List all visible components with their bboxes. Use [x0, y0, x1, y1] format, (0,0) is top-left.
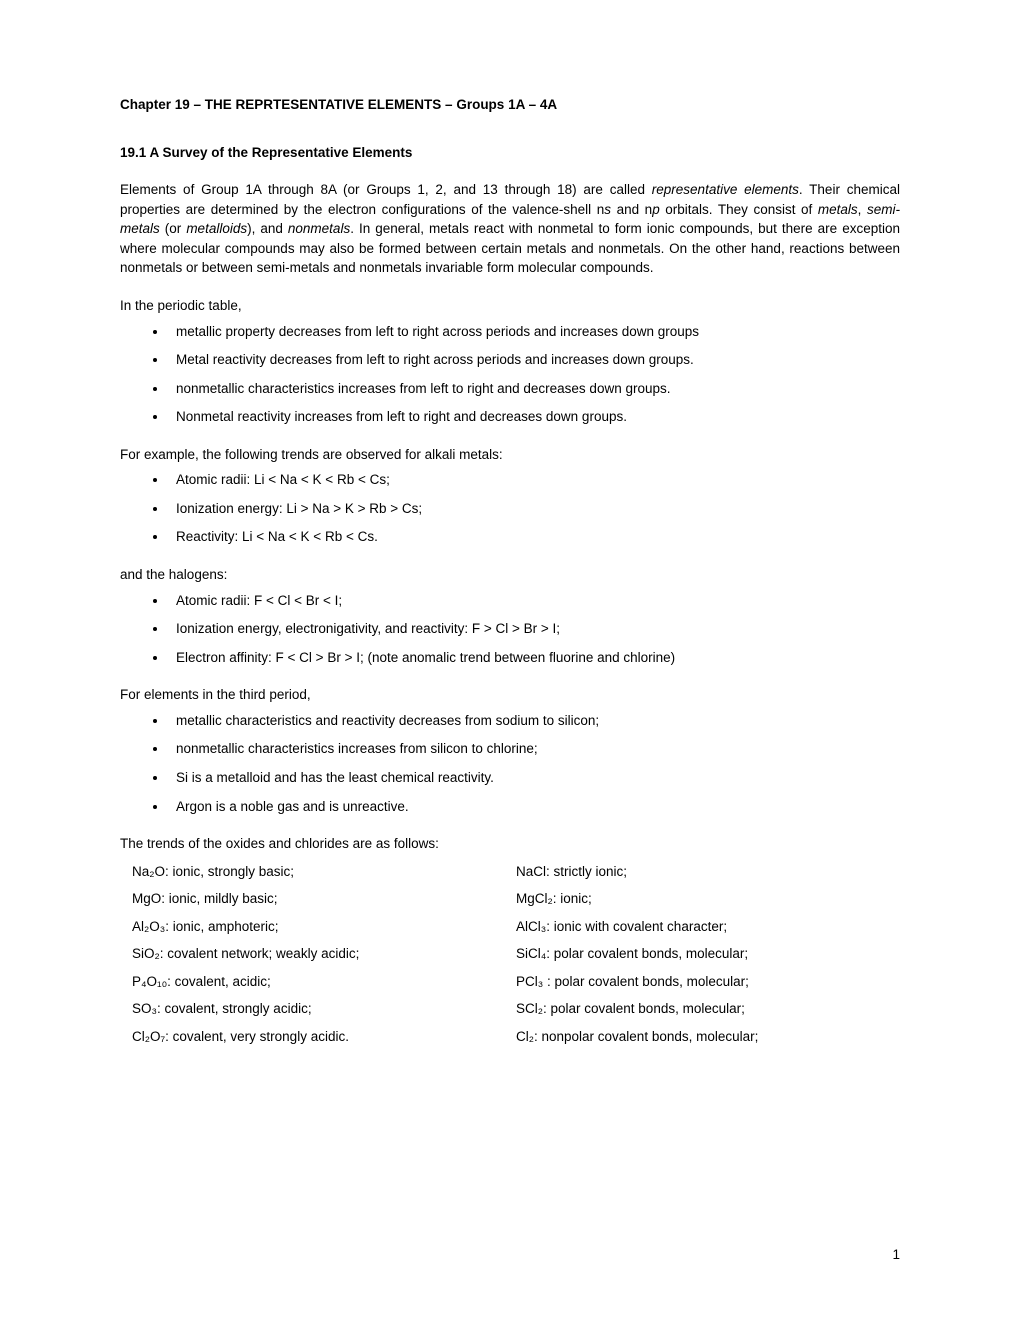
paragraph: The trends of the oxides and chlorides a…: [120, 834, 900, 854]
chloride-cell: SiCl₄: polar covalent bonds, molecular;: [516, 944, 900, 964]
list-item: Ionization energy, electronigativity, an…: [168, 619, 900, 639]
paragraph: For example, the following trends are ob…: [120, 445, 900, 465]
intro-paragraph: Elements of Group 1A through 8A (or Grou…: [120, 180, 900, 278]
text: (or: [160, 221, 187, 236]
list-item: Metal reactivity decreases from left to …: [168, 350, 900, 370]
list-item: metallic property decreases from left to…: [168, 322, 900, 342]
list-item: Reactivity: Li < Na < K < Rb < Cs.: [168, 527, 900, 547]
oxide-cell: Na₂O: ionic, strongly basic;: [120, 862, 516, 882]
table-row: P₄O₁₀: covalent, acidic; PCl₃ : polar co…: [120, 972, 900, 992]
term: p: [652, 202, 660, 217]
oxide-cell: Cl₂O₇: covalent, very strongly acidic.: [120, 1027, 516, 1047]
list-item: Atomic radii: F < Cl < Br < I;: [168, 591, 900, 611]
table-row: Al₂O₃: ionic, amphoteric; AlCl₃: ionic w…: [120, 917, 900, 937]
table-row: SiO₂: covalent network; weakly acidic; S…: [120, 944, 900, 964]
paragraph: For elements in the third period,: [120, 685, 900, 705]
oxide-cell: Al₂O₃: ionic, amphoteric;: [120, 917, 516, 937]
bullet-list: Atomic radii: F < Cl < Br < I; Ionizatio…: [120, 591, 900, 668]
oxide-chloride-table: Na₂O: ionic, strongly basic; NaCl: stric…: [120, 862, 900, 1047]
list-item: metallic characteristics and reactivity …: [168, 711, 900, 731]
bullet-list: Atomic radii: Li < Na < K < Rb < Cs; Ion…: [120, 470, 900, 547]
section-title: 19.1 A Survey of the Representative Elem…: [120, 143, 900, 163]
text: ), and: [247, 221, 288, 236]
term: representative elements: [652, 182, 799, 197]
text: orbitals. They consist of: [660, 202, 818, 217]
table-row: MgO: ionic, mildly basic; MgCl₂: ionic;: [120, 889, 900, 909]
list-item: Argon is a noble gas and is unreactive.: [168, 797, 900, 817]
list-item: Electron affinity: F < Cl > Br > I; (not…: [168, 648, 900, 668]
list-item: Ionization energy: Li > Na > K > Rb > Cs…: [168, 499, 900, 519]
term: metalloids: [186, 221, 247, 236]
chloride-cell: AlCl₃: ionic with covalent character;: [516, 917, 900, 937]
chloride-cell: NaCl: strictly ionic;: [516, 862, 900, 882]
table-row: Na₂O: ionic, strongly basic; NaCl: stric…: [120, 862, 900, 882]
paragraph: In the periodic table,: [120, 296, 900, 316]
list-item: Atomic radii: Li < Na < K < Rb < Cs;: [168, 470, 900, 490]
text: and n: [611, 202, 652, 217]
oxide-cell: MgO: ionic, mildly basic;: [120, 889, 516, 909]
table-row: Cl₂O₇: covalent, very strongly acidic. C…: [120, 1027, 900, 1047]
text: ,: [858, 202, 867, 217]
document-page: Chapter 19 – THE REPRTESENTATIVE ELEMENT…: [0, 0, 1020, 1320]
page-number: 1: [892, 1245, 900, 1265]
term: s: [604, 202, 611, 217]
chloride-cell: MgCl₂: ionic;: [516, 889, 900, 909]
bullet-list: metallic property decreases from left to…: [120, 322, 900, 427]
term: nonmetals: [288, 221, 350, 236]
chapter-title: Chapter 19 – THE REPRTESENTATIVE ELEMENT…: [120, 95, 900, 115]
table-row: SO₃: covalent, strongly acidic; SCl₂: po…: [120, 999, 900, 1019]
list-item: nonmetallic characteristics increases fr…: [168, 739, 900, 759]
oxide-cell: SO₃: covalent, strongly acidic;: [120, 999, 516, 1019]
chloride-cell: Cl₂: nonpolar covalent bonds, molecular;: [516, 1027, 900, 1047]
paragraph: and the halogens:: [120, 565, 900, 585]
term: metals: [818, 202, 858, 217]
chloride-cell: SCl₂: polar covalent bonds, molecular;: [516, 999, 900, 1019]
list-item: Nonmetal reactivity increases from left …: [168, 407, 900, 427]
list-item: nonmetallic characteristics increases fr…: [168, 379, 900, 399]
oxide-cell: P₄O₁₀: covalent, acidic;: [120, 972, 516, 992]
oxide-cell: SiO₂: covalent network; weakly acidic;: [120, 944, 516, 964]
list-item: Si is a metalloid and has the least chem…: [168, 768, 900, 788]
text: Elements of Group 1A through 8A (or Grou…: [120, 182, 652, 197]
bullet-list: metallic characteristics and reactivity …: [120, 711, 900, 816]
chloride-cell: PCl₃ : polar covalent bonds, molecular;: [516, 972, 900, 992]
